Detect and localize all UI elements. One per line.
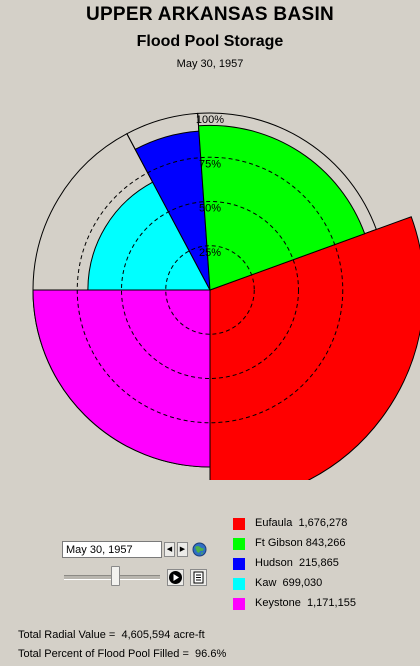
grid-ring-1 bbox=[165, 245, 255, 335]
legend-name-eufaula: Eufaula bbox=[255, 517, 293, 529]
total-percent-amount: 96.6% bbox=[195, 648, 227, 660]
wedge-eufaula bbox=[209, 216, 420, 480]
report-icon bbox=[193, 571, 204, 584]
total-radial-amount: 4,605,594 acre-ft bbox=[121, 629, 205, 641]
date-input[interactable]: May 30, 1957 bbox=[62, 541, 162, 558]
legend-value-ft-gibson: 843,266 bbox=[305, 537, 346, 549]
total-percent-filled: Total Percent of Flood Pool Filled = 96.… bbox=[18, 648, 226, 660]
legend-swatch-eufaula bbox=[233, 518, 245, 530]
legend-swatch-keystone bbox=[233, 598, 245, 610]
grid-ring-2 bbox=[121, 201, 299, 379]
grid-ring-3 bbox=[76, 156, 344, 424]
legend-swatch-hudson bbox=[233, 558, 245, 570]
total-percent-label: Total Percent of Flood Pool Filled = bbox=[18, 648, 189, 660]
chart-subtitle: Flood Pool Storage bbox=[136, 33, 284, 50]
legend-name-kaw: Kaw bbox=[255, 577, 277, 589]
timeline-slider-thumb[interactable] bbox=[111, 566, 120, 586]
radial-tick-label-1: 25% bbox=[199, 247, 221, 259]
radial-tick-labels: 25% 50% 75% 100% bbox=[196, 114, 224, 259]
polar-area-chart: 25% 50% 75% 100% bbox=[32, 112, 420, 480]
legend-value-keystone: 1,171,155 bbox=[307, 597, 356, 609]
capacity-outline-kaw bbox=[32, 133, 211, 291]
triangle-right-icon: ▶ bbox=[179, 546, 186, 553]
legend-swatch-kaw bbox=[233, 578, 245, 590]
wedge-keystone bbox=[32, 289, 211, 468]
wedge-kaw bbox=[87, 181, 211, 291]
total-radial-label: Total Radial Value = bbox=[18, 629, 116, 641]
legend-value-kaw: 699,030 bbox=[282, 577, 323, 589]
legend-value-hudson: 215,865 bbox=[299, 557, 339, 569]
legend-name-keystone: Keystone bbox=[255, 597, 301, 609]
storage-wedges bbox=[32, 124, 420, 480]
chart-date: May 30, 1957 bbox=[176, 58, 244, 70]
radial-tick-label-2: 50% bbox=[199, 203, 221, 215]
legend-name-hudson: Hudson bbox=[255, 557, 293, 569]
legend-name-ft-gibson: Ft Gibson bbox=[255, 537, 303, 549]
previous-date-button[interactable]: ◀ bbox=[164, 542, 175, 557]
report-button[interactable] bbox=[190, 569, 207, 586]
triangle-left-icon: ◀ bbox=[166, 546, 173, 553]
radial-grid bbox=[76, 156, 344, 424]
chart-title: UPPER ARKANSAS BASIN bbox=[85, 4, 335, 25]
legend-value-eufaula: 1,676,278 bbox=[298, 517, 348, 529]
play-icon bbox=[169, 571, 182, 584]
play-button[interactable] bbox=[167, 569, 184, 586]
total-radial-value: Total Radial Value = 4,605,594 acre-ft bbox=[18, 629, 205, 641]
capacity-outline-ft-gibson bbox=[197, 112, 377, 291]
legend-swatch-ft-gibson bbox=[233, 538, 245, 550]
globe-icon[interactable] bbox=[192, 542, 207, 557]
radial-tick-label-3: 75% bbox=[199, 158, 221, 170]
next-date-button[interactable]: ▶ bbox=[177, 542, 188, 557]
wedge-ft-gibson bbox=[197, 124, 366, 291]
radial-tick-label-4: 100% bbox=[196, 114, 224, 126]
